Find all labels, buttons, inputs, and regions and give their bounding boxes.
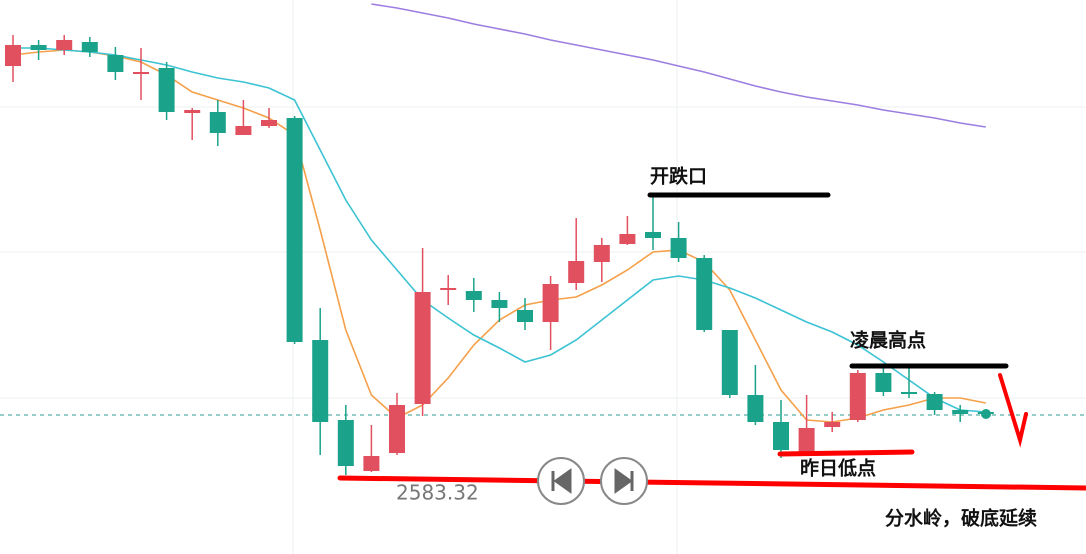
candle-body [133, 72, 149, 74]
candle-body [235, 126, 252, 135]
marks [5, 3, 994, 475]
candle-body [645, 232, 661, 238]
candle-body [337, 420, 354, 466]
candle-body [312, 340, 329, 422]
candle-body [670, 238, 687, 258]
candle-body [568, 261, 585, 283]
prev-button[interactable] [537, 457, 585, 505]
candle-body [517, 310, 533, 322]
moving-average-line [13, 47, 986, 413]
candle-body [849, 373, 866, 420]
prev-icon[interactable] [551, 468, 572, 494]
candle-body [30, 45, 47, 50]
candle-body [5, 45, 21, 66]
drawn-line [337, 475, 1086, 491]
last-point [981, 409, 991, 419]
moving-average-line [371, 3, 986, 128]
candle-body [696, 258, 713, 330]
candle-body [619, 234, 636, 244]
candle-body [56, 40, 73, 50]
candle-body [875, 373, 892, 392]
candle-body [209, 112, 226, 133]
candle-body [491, 300, 508, 308]
candle-body [747, 395, 764, 422]
candle-body [773, 422, 789, 450]
annotation: 分水岭，破底延续 [885, 507, 1037, 530]
candle-body [542, 284, 559, 322]
candle-body [389, 405, 405, 453]
candle-body [824, 422, 841, 427]
candle-body [440, 288, 457, 290]
candle-body [107, 55, 124, 72]
candle-body [593, 245, 610, 262]
candle-body [81, 42, 98, 52]
candle-body [465, 291, 482, 300]
annotation: 凌晨高点 [850, 329, 926, 352]
candle-body [798, 428, 815, 452]
low-price-label: 2583.32 [396, 481, 479, 505]
candle-body [414, 292, 431, 404]
candle-body [363, 456, 380, 471]
candle-body [261, 120, 277, 126]
next-button[interactable] [600, 457, 648, 505]
candle-body [184, 110, 201, 113]
drawn-arrow [998, 373, 1028, 448]
candle-body [286, 118, 303, 342]
candle-body [721, 330, 738, 395]
annotation: 开跌口 [650, 165, 707, 188]
candle-body [901, 392, 917, 394]
candle-body [926, 394, 943, 410]
next-icon[interactable] [614, 468, 634, 494]
candle-body [952, 410, 969, 414]
candle-body [158, 68, 175, 112]
drawings [337, 192, 1086, 491]
drawn-line [777, 449, 915, 457]
annotation: 昨日低点 [800, 457, 876, 480]
